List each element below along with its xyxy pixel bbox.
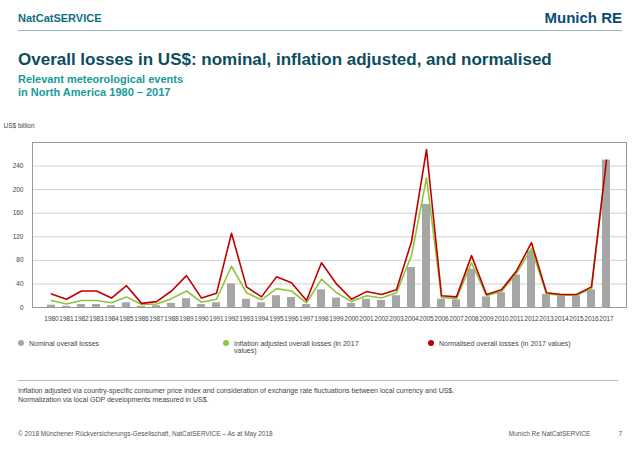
svg-text:1992: 1992 bbox=[224, 315, 239, 322]
html-text:Normalised overall losses (in: Normalised overall losses (in 2017 value… bbox=[439, 340, 571, 347]
html-text:Relevant meteorological events: Relevant meteorological events bbox=[18, 73, 184, 85]
html-text:in North America 1980 – 2017: in North America 1980 – 2017 bbox=[18, 86, 171, 98]
svg-text:2012: 2012 bbox=[524, 315, 539, 322]
svg-text:1980: 1980 bbox=[44, 315, 59, 322]
html-text:Munich RE: Munich RE bbox=[544, 9, 622, 26]
html-text:Overall losses in US$: nominal: Overall losses in US$: nominal, inflatio… bbox=[18, 50, 552, 69]
svg-text:US$ billion: US$ billion bbox=[4, 122, 35, 129]
svg-text:2001: 2001 bbox=[359, 315, 374, 322]
svg-text:1987: 1987 bbox=[149, 315, 164, 322]
html-text:Normalization via local GDP de: Normalization via local GDP developments… bbox=[18, 396, 209, 403]
svg-text:1996: 1996 bbox=[284, 315, 299, 322]
svg-text:2010: 2010 bbox=[494, 315, 509, 322]
svg-text:1997: 1997 bbox=[299, 315, 314, 322]
svg-text:1989: 1989 bbox=[179, 315, 194, 322]
svg-text:1999: 1999 bbox=[329, 315, 344, 322]
html-text:Inflation adjusted overall los: Inflation adjusted overall losses (in 20… bbox=[234, 340, 359, 354]
svg-text:2015: 2015 bbox=[569, 315, 584, 322]
svg-text:1983: 1983 bbox=[89, 315, 104, 322]
svg-text:1982: 1982 bbox=[74, 315, 89, 322]
html-text:NatCatSERVICE: NatCatSERVICE bbox=[18, 12, 102, 24]
svg-text:1981: 1981 bbox=[59, 315, 74, 322]
svg-text:1984: 1984 bbox=[104, 315, 119, 322]
svg-text:1990: 1990 bbox=[194, 315, 209, 322]
svg-text:1985: 1985 bbox=[119, 315, 134, 322]
svg-text:120: 120 bbox=[13, 233, 24, 240]
svg-text:1986: 1986 bbox=[134, 315, 149, 322]
svg-text:2014: 2014 bbox=[554, 315, 569, 322]
svg-text:2000: 2000 bbox=[344, 315, 359, 322]
svg-text:1998: 1998 bbox=[314, 315, 329, 322]
svg-text:1994: 1994 bbox=[254, 315, 269, 322]
svg-text:2005: 2005 bbox=[419, 315, 434, 322]
svg-text:2006: 2006 bbox=[434, 315, 449, 322]
svg-text:2013: 2013 bbox=[539, 315, 554, 322]
svg-text:2007: 2007 bbox=[449, 315, 464, 322]
svg-text:1991: 1991 bbox=[209, 315, 224, 322]
html-text:Munich Re NatCatSERVICE: Munich Re NatCatSERVICE bbox=[508, 430, 591, 437]
svg-text:2011: 2011 bbox=[510, 315, 524, 322]
svg-text:160: 160 bbox=[13, 209, 24, 216]
svg-text:1993: 1993 bbox=[239, 315, 254, 322]
html-text:Inflation adjusted via country: Inflation adjusted via country-specific … bbox=[18, 387, 455, 394]
html-text:Nominal overall losses: Nominal overall losses bbox=[29, 340, 99, 347]
svg-text:0: 0 bbox=[20, 304, 24, 311]
svg-text:240: 240 bbox=[13, 162, 24, 169]
svg-text:2002: 2002 bbox=[374, 315, 389, 322]
svg-text:2017: 2017 bbox=[599, 315, 614, 322]
svg-text:1995: 1995 bbox=[269, 315, 284, 322]
svg-text:2008: 2008 bbox=[464, 315, 479, 322]
svg-text:2016: 2016 bbox=[584, 315, 599, 322]
svg-text:2004: 2004 bbox=[404, 315, 419, 322]
svg-text:80: 80 bbox=[16, 256, 24, 263]
svg-text:2003: 2003 bbox=[389, 315, 404, 322]
html-text:7: 7 bbox=[618, 430, 622, 437]
svg-text:2009: 2009 bbox=[479, 315, 494, 322]
svg-text:1988: 1988 bbox=[164, 315, 179, 322]
html-text:© 2018 Münchener Rückversicher: © 2018 Münchener Rückversicherungs-Gesel… bbox=[18, 430, 273, 437]
svg-text:200: 200 bbox=[13, 186, 24, 193]
svg-text:40: 40 bbox=[16, 280, 24, 287]
